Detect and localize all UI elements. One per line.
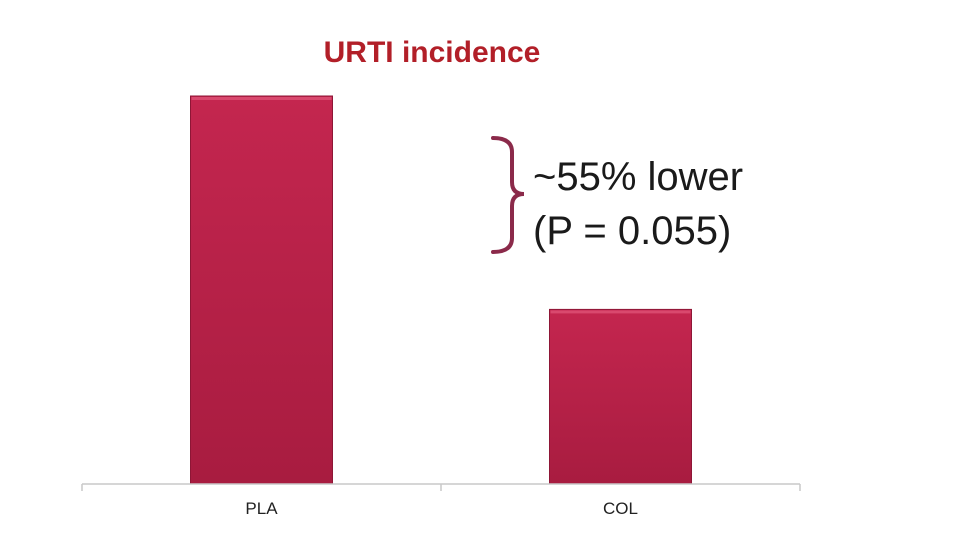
- annotation-p-value: (P = 0.055): [533, 209, 731, 253]
- x-axis-tick-labels: PLA COL: [245, 499, 638, 518]
- bar-col: [549, 308, 692, 485]
- bar-top-highlight-col: [550, 310, 691, 314]
- tick-label-pla: PLA: [245, 499, 278, 518]
- bar-pla: [190, 95, 333, 485]
- annotation-bracket: [491, 136, 525, 254]
- bar-top-highlight-pla: [191, 97, 332, 100]
- x-axis-ticks: [81, 484, 801, 491]
- bars-group: [190, 95, 692, 485]
- chart-title: URTI incidence: [324, 36, 541, 69]
- annotation-reduction: ~55% lower: [533, 155, 743, 199]
- tick-label-col: COL: [603, 499, 638, 518]
